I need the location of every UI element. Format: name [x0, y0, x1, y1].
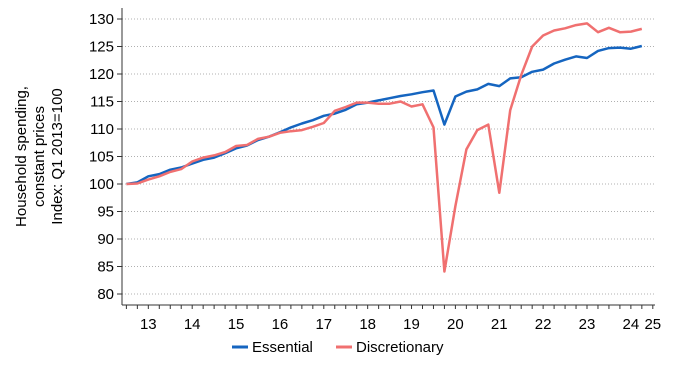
- x-tick-label: 22: [535, 316, 552, 333]
- y-tick-label: 130: [89, 11, 114, 28]
- x-tick-label: 24: [623, 316, 640, 333]
- legend-label-discretionary: Discretionary: [356, 339, 444, 356]
- y-tick-label: 105: [89, 149, 114, 166]
- axes: 80 85 90 95 100 105 110 115 120 125 130 13 14 15 16 17 1…: [89, 8, 661, 333]
- y-axis-label-line: Household spending,: [13, 86, 30, 227]
- y-axis-label-line: Index: Q1 2013=100: [49, 88, 66, 224]
- y-tick-label: 125: [89, 39, 114, 56]
- series-line-discretionary: [126, 22, 643, 273]
- x-tick-label: 13: [140, 316, 157, 333]
- gridlines: [122, 18, 655, 295]
- y-axis-label-line: constant prices: [31, 106, 48, 207]
- x-tick-label: 21: [491, 316, 508, 333]
- x-tick-label: 14: [184, 316, 201, 333]
- x-tick-label: 18: [359, 316, 376, 333]
- y-tick-label: 80: [97, 286, 114, 303]
- y-tick-label: 95: [97, 204, 114, 221]
- y-tick-label: 85: [97, 259, 114, 276]
- y-axis-label: Household spending, constant prices Index:…: [13, 86, 66, 227]
- x-tick-label: 23: [579, 316, 596, 333]
- y-tick-label: 90: [97, 231, 114, 248]
- legend-label-essential: Essential: [252, 339, 313, 356]
- y-tick-label: 100: [89, 176, 114, 193]
- y-tick-label: 110: [90, 121, 114, 138]
- series-line-essential: [126, 44, 643, 186]
- x-tick-label: 17: [315, 316, 332, 333]
- x-tick-label: 15: [228, 316, 245, 333]
- series-lines: [126, 22, 643, 273]
- legend: Essential Discretionary: [232, 339, 444, 356]
- y-tick-label: 120: [89, 66, 114, 83]
- x-tick-label: 25: [644, 316, 661, 333]
- x-tick-label: 19: [403, 316, 420, 333]
- x-tick-label: 20: [447, 316, 464, 333]
- x-tick-label: 16: [272, 316, 289, 333]
- y-tick-label: 115: [90, 94, 114, 111]
